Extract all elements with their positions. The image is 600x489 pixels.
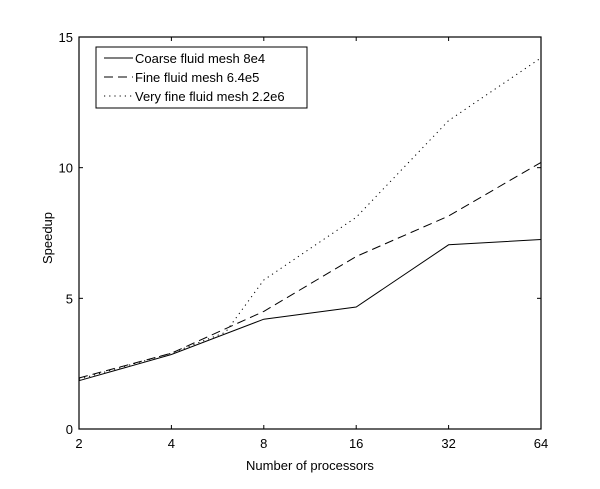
plot-lines — [78, 57, 542, 382]
x-tick-label: 4 — [168, 436, 175, 451]
series-line — [78, 57, 542, 380]
legend-label: Very fine fluid mesh 2.2e6 — [135, 89, 285, 104]
y-axis-label: Speedup — [40, 212, 55, 264]
y-tick-label: 10 — [59, 161, 73, 176]
legend-box — [95, 46, 308, 109]
plot-area-frame — [78, 36, 542, 430]
x-tick-label: 32 — [441, 436, 455, 451]
series-line — [78, 239, 542, 382]
legend-label: Fine fluid mesh 6.4e5 — [135, 70, 259, 85]
y-axis: 0 5 10 15 — [59, 30, 541, 437]
x-axis-label: Number of processors — [246, 458, 374, 473]
y-tick-label: 5 — [66, 291, 73, 306]
x-tick-label: 8 — [260, 436, 267, 451]
x-axis: 2 4 8 16 32 64 — [75, 37, 548, 451]
x-tick-label: 2 — [75, 436, 82, 451]
legend-label: Coarse fluid mesh 8e4 — [135, 51, 265, 66]
y-tick-label: 0 — [66, 422, 73, 437]
x-tick-label: 64 — [534, 436, 548, 451]
y-tick-label: 15 — [59, 30, 73, 45]
series-line — [78, 161, 542, 379]
x-tick-label: 16 — [349, 436, 363, 451]
legend: Coarse fluid mesh 8e4 Fine fluid mesh 6.4… — [95, 46, 308, 109]
